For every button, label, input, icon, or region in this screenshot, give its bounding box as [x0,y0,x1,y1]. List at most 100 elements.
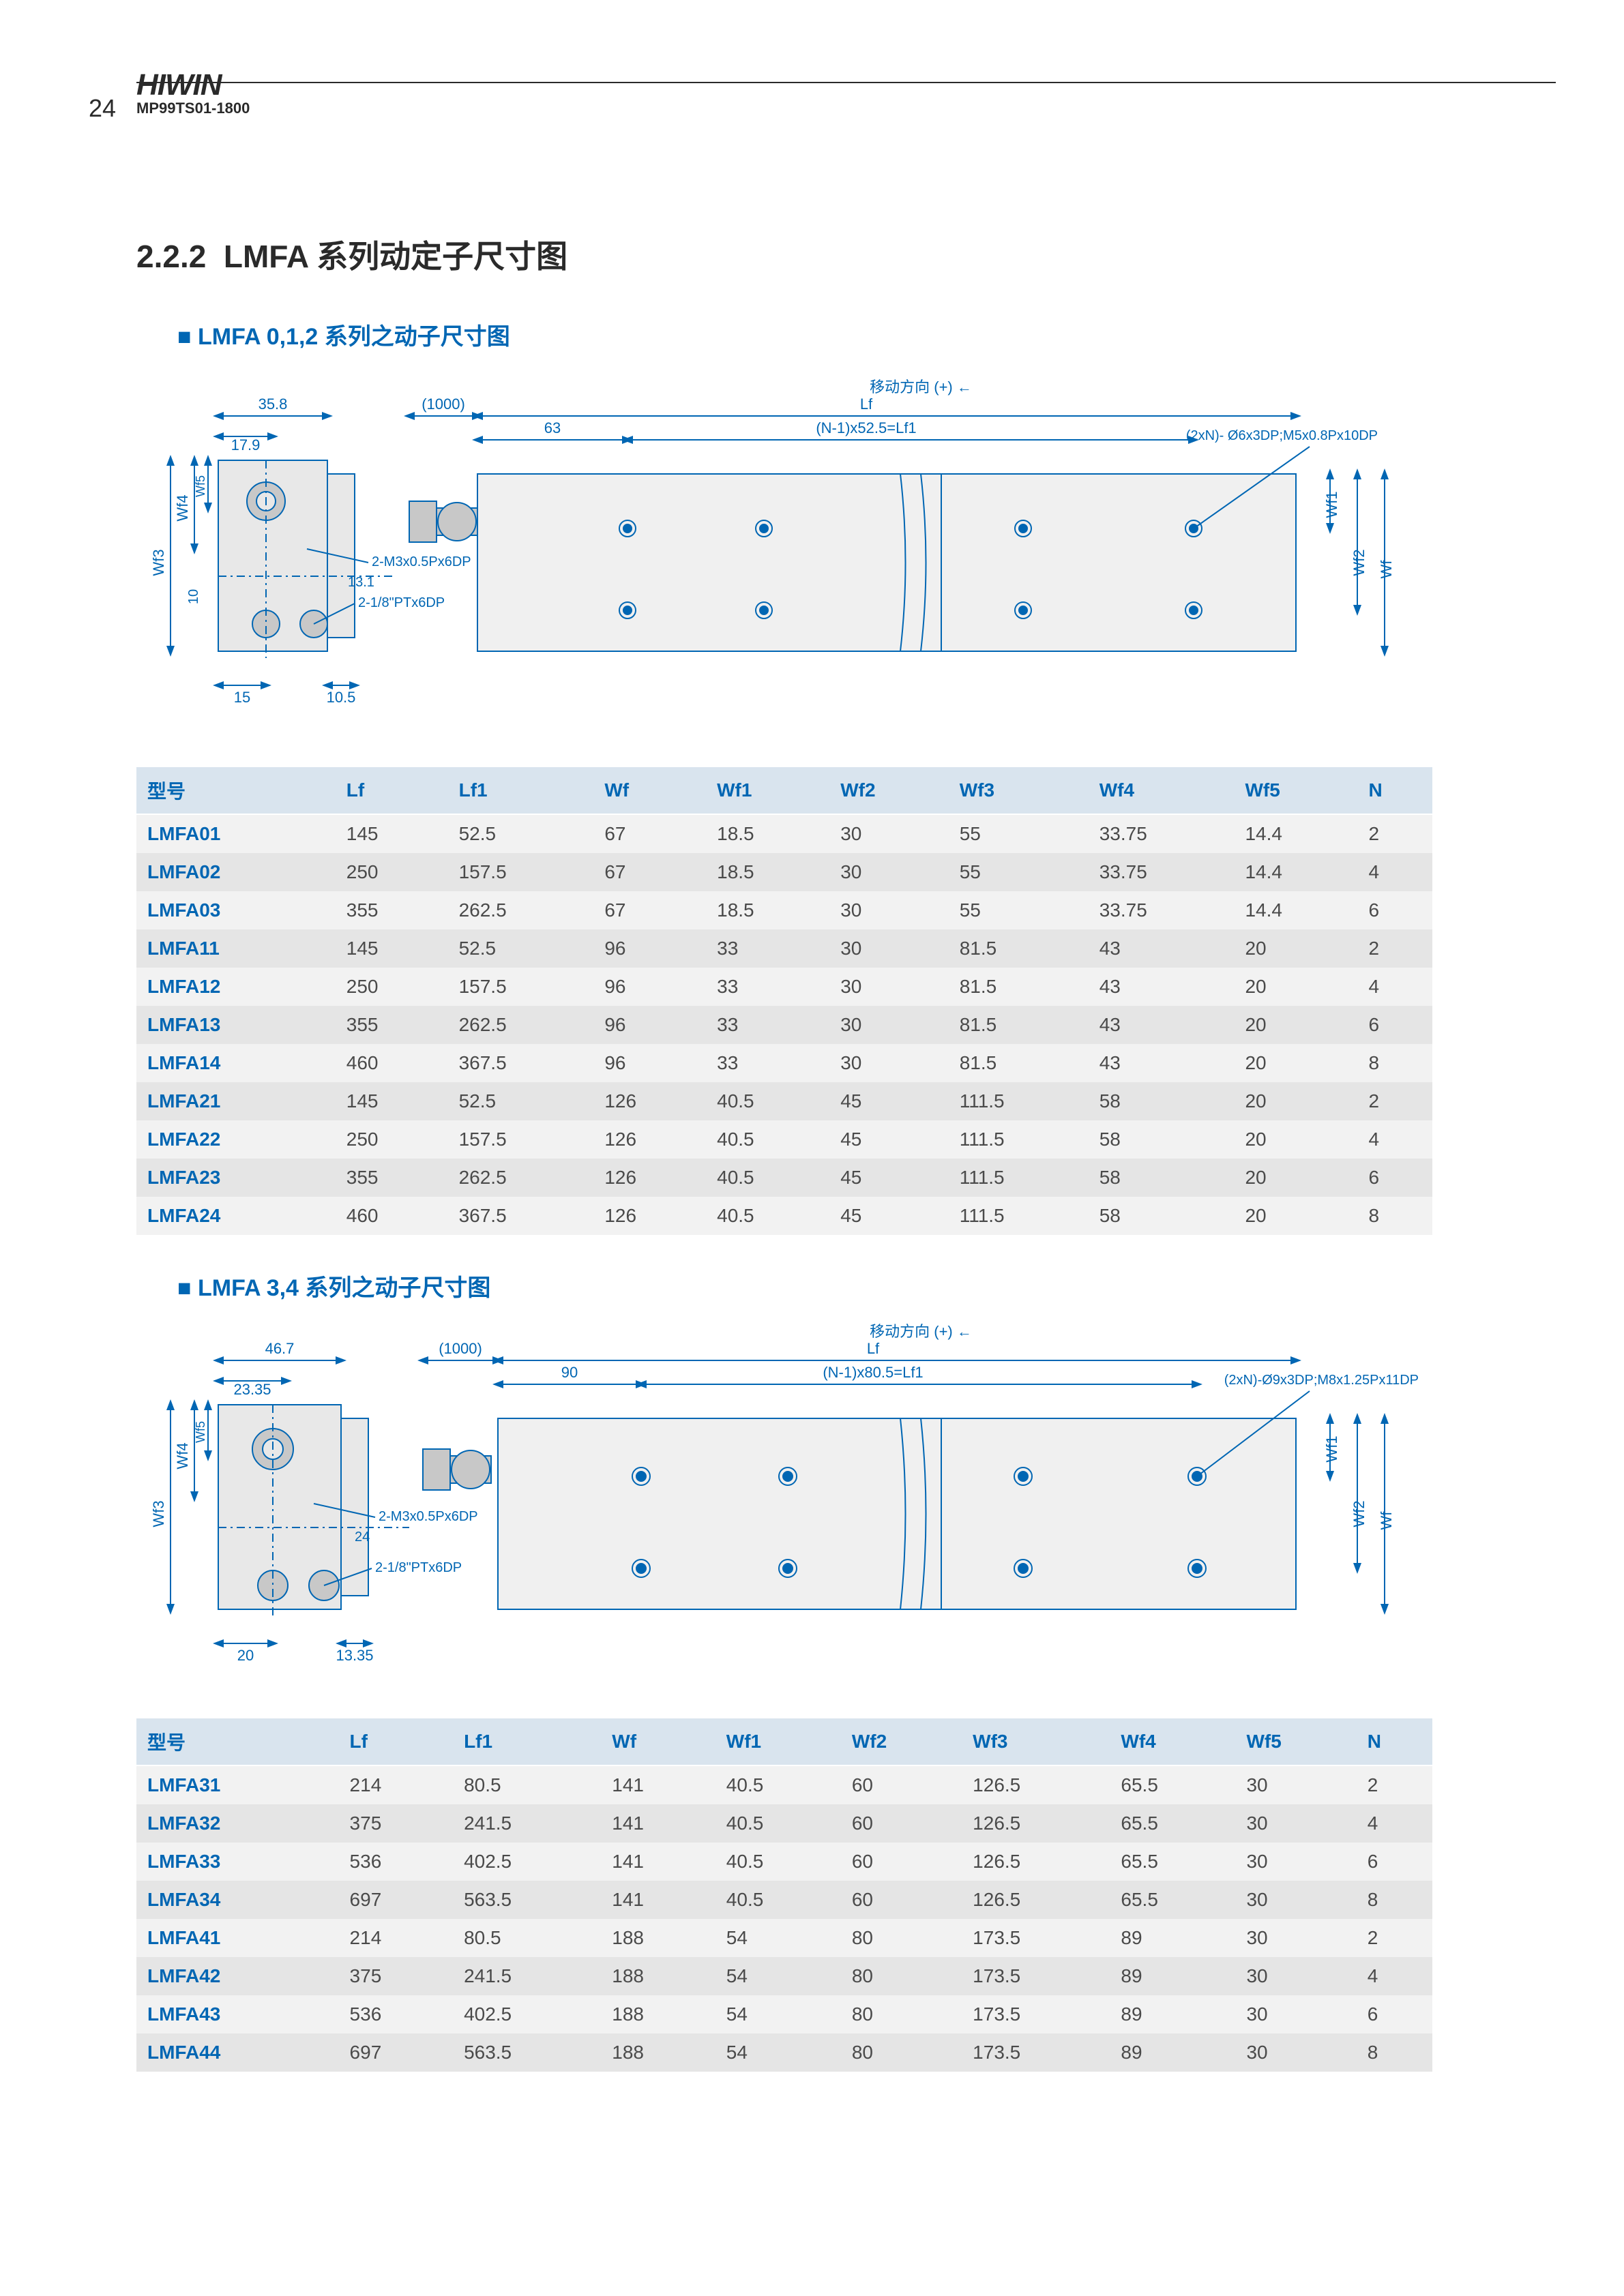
col-header: N [1358,767,1432,814]
svg-text:Wf4: Wf4 [174,1442,191,1469]
model-cell: LMFA21 [136,1082,336,1120]
value-cell: 30 [1235,2033,1356,2072]
value-cell: 60 [841,1881,962,1919]
value-cell: 126 [593,1159,706,1197]
value-cell: 460 [336,1197,448,1235]
value-cell: 30 [829,1006,948,1044]
model-cell: LMFA03 [136,891,336,929]
value-cell: 2 [1358,1082,1432,1120]
svg-text:(1000): (1000) [439,1340,482,1357]
value-cell: 141 [601,1881,715,1919]
page-number: 24 [89,94,116,123]
value-cell: 43 [1089,1044,1235,1082]
value-cell: 14.4 [1234,814,1357,853]
value-cell: 20 [1234,929,1357,968]
value-cell: 8 [1357,1881,1432,1919]
table-row: LMFA22250157.512640.545111.558204 [136,1120,1432,1159]
value-cell: 80 [841,1995,962,2033]
value-cell: 81.5 [949,929,1089,968]
col-header: Wf [601,1718,715,1765]
value-cell: 20 [1234,1197,1357,1235]
value-cell: 80 [841,2033,962,2072]
value-cell: 30 [1235,1995,1356,2033]
svg-text:2-1/8"PTx6DP: 2-1/8"PTx6DP [358,595,445,610]
svg-text:(N-1)x52.5=Lf1: (N-1)x52.5=Lf1 [816,419,916,436]
value-cell: 33.75 [1089,891,1235,929]
svg-text:63: 63 [544,419,561,436]
value-cell: 89 [1110,2033,1235,2072]
svg-text:2-1/8"PTx6DP: 2-1/8"PTx6DP [375,1560,462,1575]
svg-text:(2xN)- Ø6x3DP;M5x0.8Px10DP: (2xN)- Ø6x3DP;M5x0.8Px10DP [1186,428,1378,443]
value-cell: 52.5 [448,1082,594,1120]
col-header: Wf4 [1089,767,1235,814]
value-cell: 145 [336,929,448,968]
value-cell: 89 [1110,1957,1235,1995]
value-cell: 33.75 [1089,853,1235,891]
value-cell: 81.5 [949,1006,1089,1044]
value-cell: 2 [1358,814,1432,853]
value-cell: 40.5 [706,1120,829,1159]
svg-text:10: 10 [186,589,201,604]
value-cell: 250 [336,968,448,1006]
value-cell: 30 [829,814,948,853]
value-cell: 45 [829,1159,948,1197]
value-cell: 375 [339,1804,454,1843]
value-cell: 30 [829,929,948,968]
value-cell: 65.5 [1110,1804,1235,1843]
col-header: Lf [336,767,448,814]
subtitle-1: LMFA 0,1,2 系列之动子尺寸图 [177,318,1488,351]
table-row: LMFA33536402.514140.560126.565.5306 [136,1843,1432,1881]
value-cell: 241.5 [453,1957,601,1995]
value-cell: 58 [1089,1082,1235,1120]
svg-text:35.8: 35.8 [259,396,288,413]
value-cell: 367.5 [448,1044,594,1082]
value-cell: 4 [1358,1120,1432,1159]
value-cell: 40.5 [706,1159,829,1197]
value-cell: 111.5 [949,1197,1089,1235]
table-row: LMFA0114552.56718.5305533.7514.42 [136,814,1432,853]
value-cell: 30 [829,968,948,1006]
value-cell: 20 [1234,1044,1357,1082]
value-cell: 89 [1110,1995,1235,2033]
value-cell: 18.5 [706,814,829,853]
svg-text:(1000): (1000) [422,396,465,413]
value-cell: 20 [1234,1120,1357,1159]
col-header: 型号 [136,1718,339,1765]
value-cell: 157.5 [448,968,594,1006]
value-cell: 563.5 [453,1881,601,1919]
value-cell: 126.5 [962,1804,1110,1843]
value-cell: 81.5 [949,968,1089,1006]
svg-text:Wf: Wf [1378,1511,1395,1530]
value-cell: 65.5 [1110,1881,1235,1919]
value-cell: 6 [1358,891,1432,929]
model-cell: LMFA41 [136,1919,339,1957]
value-cell: 58 [1089,1159,1235,1197]
svg-text:(2xN)-Ø9x3DP;M8x1.25Px11DP: (2xN)-Ø9x3DP;M8x1.25Px11DP [1224,1373,1419,1388]
table-1: 型号LfLf1WfWf1Wf2Wf3Wf4Wf5N LMFA0114552.56… [136,767,1432,1235]
value-cell: 30 [1235,1881,1356,1919]
value-cell: 262.5 [448,1006,594,1044]
col-header: N [1357,1718,1432,1765]
section-text: LMFA 系列动定子尺寸图 [224,239,567,274]
value-cell: 157.5 [448,1120,594,1159]
value-cell: 126.5 [962,1881,1110,1919]
header-rule [136,82,1556,83]
value-cell: 30 [1235,1843,1356,1881]
value-cell: 43 [1089,929,1235,968]
value-cell: 58 [1089,1197,1235,1235]
svg-text:Wf3: Wf3 [150,1500,167,1527]
value-cell: 367.5 [448,1197,594,1235]
svg-text:13.1: 13.1 [348,575,374,590]
value-cell: 60 [841,1765,962,1804]
value-cell: 33.75 [1089,814,1235,853]
value-cell: 54 [715,1957,841,1995]
col-header: Wf1 [715,1718,841,1765]
value-cell: 2 [1358,929,1432,968]
col-header: Wf1 [706,767,829,814]
table-row: LMFA03355262.56718.5305533.7514.46 [136,891,1432,929]
value-cell: 141 [601,1843,715,1881]
value-cell: 33 [706,1044,829,1082]
svg-text:2-M3x0.5Px6DP: 2-M3x0.5Px6DP [372,554,471,569]
table-row: LMFA02250157.56718.5305533.7514.44 [136,853,1432,891]
svg-text:Wf1: Wf1 [1323,491,1340,518]
